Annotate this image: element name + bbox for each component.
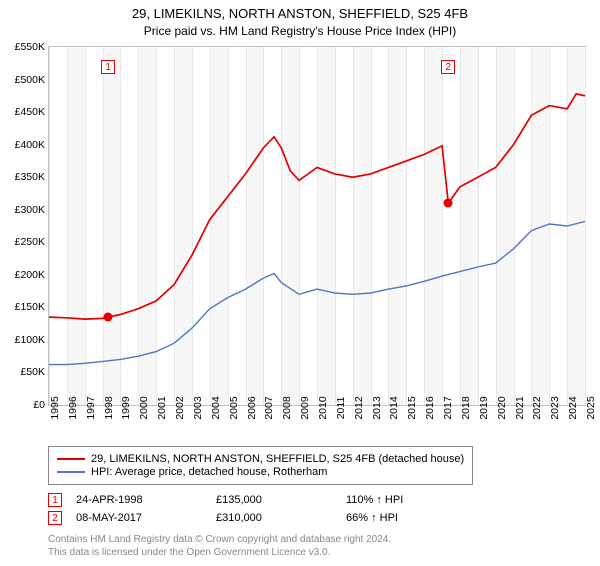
sale-flag-cell: 1 — [48, 493, 62, 507]
sale-date: 24-APR-1998 — [76, 494, 216, 506]
y-tick-label: £450K — [15, 106, 45, 118]
y-tick-label: £100K — [15, 334, 45, 346]
x-tick-label: 2025 — [585, 396, 597, 419]
legend-swatch — [57, 471, 85, 473]
sale-price: £310,000 — [216, 512, 346, 524]
sale-flag-cell: 2 — [48, 511, 62, 525]
sale-flag: 2 — [441, 60, 455, 74]
y-tick-label: £250K — [15, 236, 45, 248]
chart-subtitle: Price paid vs. HM Land Registry's House … — [0, 24, 600, 38]
legend-label: 29, LIMEKILNS, NORTH ANSTON, SHEFFIELD, … — [91, 453, 464, 465]
legend-label: HPI: Average price, detached house, Roth… — [91, 466, 327, 478]
chart-title: 29, LIMEKILNS, NORTH ANSTON, SHEFFIELD, … — [0, 6, 600, 21]
chart-plot-area: 1995199619971998199920002001200220032004… — [48, 46, 586, 406]
sale-price: £135,000 — [216, 494, 346, 506]
footnote-line: Contains HM Land Registry data © Crown c… — [48, 533, 600, 546]
sale-row: 2 08-MAY-2017£310,00066% ↑ HPI — [48, 511, 600, 525]
y-tick-label: £0 — [33, 399, 45, 411]
y-tick-label: £50K — [20, 366, 45, 378]
y-tick-label: £200K — [15, 269, 45, 281]
legend-item: HPI: Average price, detached house, Roth… — [57, 466, 464, 478]
sale-marker — [104, 313, 113, 322]
sale-flag: 1 — [101, 60, 115, 74]
line-chart-svg — [49, 47, 585, 405]
y-tick-label: £400K — [15, 139, 45, 151]
sale-pct: 110% ↑ HPI — [346, 494, 466, 506]
gridline — [585, 47, 586, 405]
y-tick-label: £550K — [15, 41, 45, 53]
legend-item: 29, LIMEKILNS, NORTH ANSTON, SHEFFIELD, … — [57, 453, 464, 465]
sale-marker — [444, 199, 453, 208]
series-line-price_paid — [49, 94, 585, 319]
y-tick-label: £150K — [15, 301, 45, 313]
series-line-hpi — [49, 221, 585, 364]
y-tick-label: £300K — [15, 204, 45, 216]
sale-date: 08-MAY-2017 — [76, 512, 216, 524]
sale-row: 1 24-APR-1998£135,000110% ↑ HPI — [48, 493, 600, 507]
footnote: Contains HM Land Registry data © Crown c… — [48, 533, 600, 559]
footnote-line: This data is licensed under the Open Gov… — [48, 546, 600, 559]
legend-box: 29, LIMEKILNS, NORTH ANSTON, SHEFFIELD, … — [48, 446, 473, 485]
y-tick-label: £500K — [15, 74, 45, 86]
y-tick-label: £350K — [15, 171, 45, 183]
legend-swatch — [57, 458, 85, 460]
sale-pct: 66% ↑ HPI — [346, 512, 466, 524]
sales-table: 1 24-APR-1998£135,000110% ↑ HPI 2 08-MAY-20… — [48, 493, 600, 525]
